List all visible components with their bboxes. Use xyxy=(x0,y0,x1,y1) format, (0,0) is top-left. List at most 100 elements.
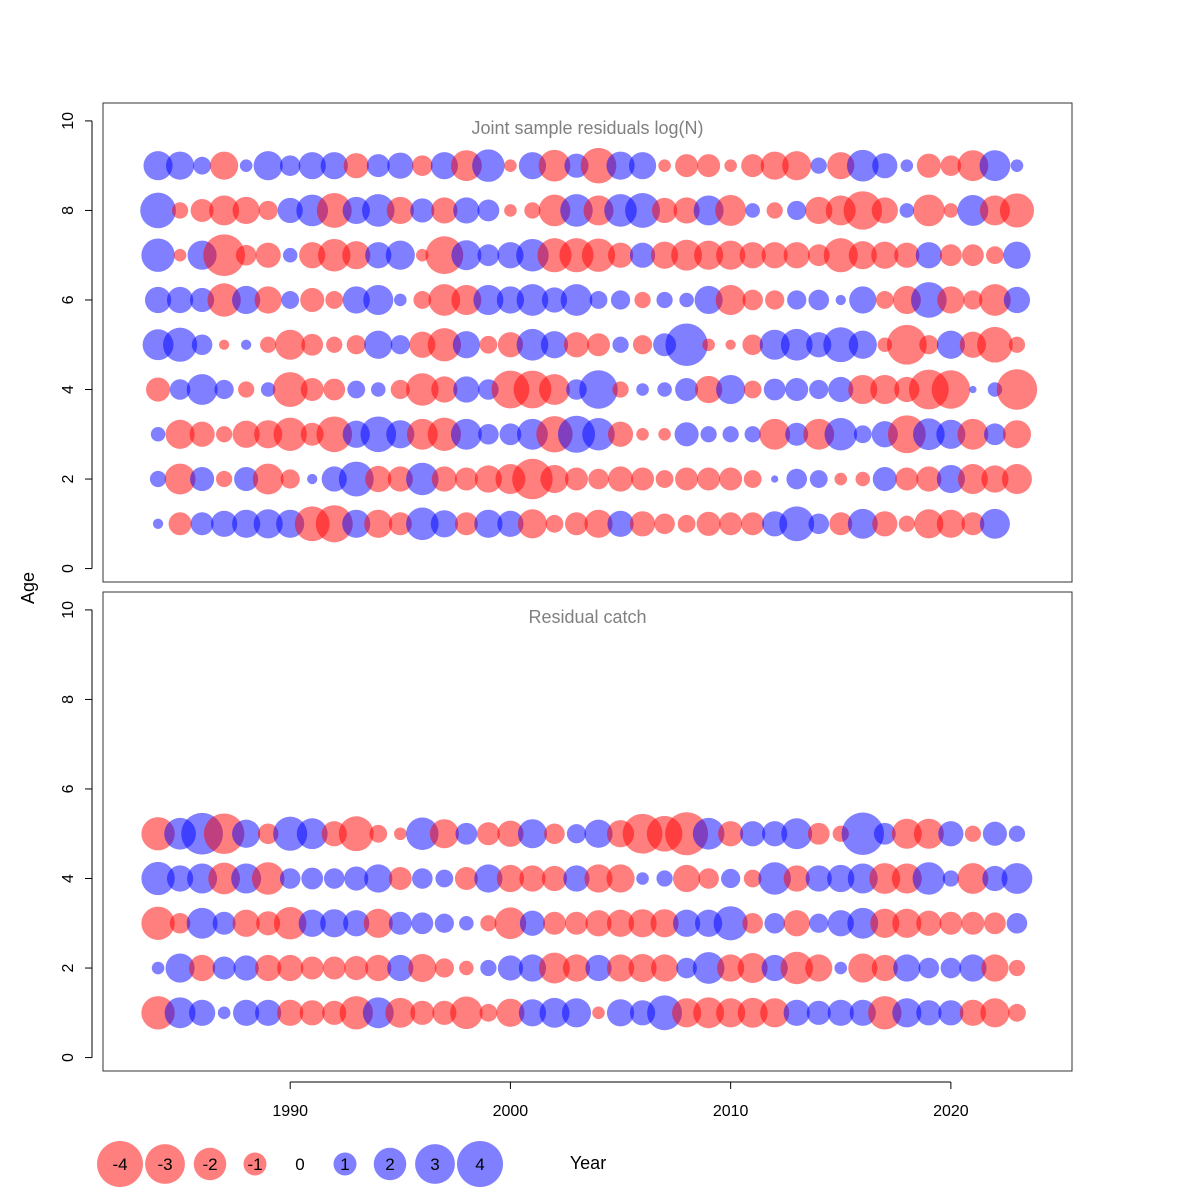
residual-bubble xyxy=(658,427,671,441)
residual-bubble xyxy=(211,510,238,537)
residual-bubble xyxy=(785,422,809,446)
residual-bubble xyxy=(761,954,788,982)
residual-bubble xyxy=(828,376,854,403)
residual-bubble xyxy=(190,466,215,492)
residual-bubble xyxy=(938,821,964,847)
residual-bubble xyxy=(780,328,813,361)
residual-bubble xyxy=(386,196,414,225)
residual-bubble xyxy=(166,286,194,314)
residual-bubble xyxy=(961,911,985,935)
residual-bubble xyxy=(346,335,366,355)
residual-bubble xyxy=(961,244,984,267)
residual-bubble xyxy=(744,426,761,443)
residual-bubble xyxy=(316,416,353,453)
residual-bubble xyxy=(496,286,525,314)
residual-bubble xyxy=(518,954,547,982)
residual-bubble xyxy=(721,868,741,889)
residual-bubble xyxy=(255,999,282,1026)
residual-bubble xyxy=(808,289,830,311)
residual-bubble xyxy=(636,872,649,885)
residual-bubble xyxy=(189,421,215,447)
residual-bubble xyxy=(783,865,810,892)
residual-bubble xyxy=(454,867,478,891)
y-tick-label: 4 xyxy=(60,385,77,394)
residual-bubble xyxy=(581,238,616,272)
residual-bubble xyxy=(743,470,762,488)
residual-bubble xyxy=(872,153,898,179)
residual-bubble xyxy=(1002,420,1032,449)
x-axis-label: Year xyxy=(570,1153,606,1173)
residual-bubble xyxy=(849,999,876,1026)
residual-bubble xyxy=(141,861,175,896)
residual-bubble xyxy=(431,466,457,492)
residual-bubble xyxy=(980,998,1010,1028)
legend-label: 0 xyxy=(295,1155,304,1174)
residual-bubble xyxy=(425,236,464,275)
residual-bubble xyxy=(742,289,763,311)
residual-bubble xyxy=(759,329,790,360)
residual-bubble xyxy=(625,192,660,228)
residual-bubble xyxy=(390,335,410,355)
residual-bubble xyxy=(451,240,482,271)
residual-bubble xyxy=(387,152,414,179)
residual-bubble xyxy=(724,159,737,172)
residual-bubble xyxy=(474,465,503,493)
residual-bubble xyxy=(218,339,230,350)
residual-bubble xyxy=(193,156,212,175)
residual-bubble xyxy=(636,383,649,396)
residual-bubble xyxy=(981,465,1009,493)
residual-bubble xyxy=(606,864,635,893)
residual-bubble xyxy=(977,326,1013,363)
y-tick-label: 8 xyxy=(60,206,77,215)
residual-bubble xyxy=(279,868,301,889)
residual-bubble xyxy=(780,951,813,985)
residual-bubble xyxy=(869,863,901,894)
residual-bubble xyxy=(386,420,415,449)
residual-bubble xyxy=(655,470,674,488)
residual-bubble xyxy=(168,512,192,536)
residual-bubble xyxy=(807,822,830,845)
residual-bubble xyxy=(474,509,503,538)
plot-frame xyxy=(102,591,1073,1072)
residual-bubble xyxy=(141,996,175,1030)
residual-bubble xyxy=(676,957,697,979)
residual-bubble xyxy=(585,910,612,937)
residual-bubble xyxy=(385,997,416,1028)
residual-bubble xyxy=(758,862,791,895)
residual-bubble xyxy=(629,511,656,537)
residual-bubble xyxy=(715,195,747,226)
residual-bubble xyxy=(255,954,282,982)
residual-bubble xyxy=(300,287,325,313)
residual-bubble xyxy=(497,820,524,847)
residual-bubble xyxy=(406,462,439,496)
residual-bubble xyxy=(741,154,765,178)
panel-title: Joint sample residuals log(N) xyxy=(471,118,703,138)
residual-bubble xyxy=(1003,241,1031,269)
residual-bubble xyxy=(298,909,326,937)
residual-bubble xyxy=(231,863,262,894)
legend-label: 4 xyxy=(475,1155,484,1174)
residual-bubble xyxy=(210,151,239,180)
residual-bubble xyxy=(281,291,300,309)
residual-bubble xyxy=(607,466,634,492)
residual-bubble xyxy=(892,908,922,938)
residual-bubble xyxy=(299,1000,325,1026)
residual-bubble xyxy=(675,154,699,178)
legend-label: 3 xyxy=(430,1155,439,1174)
residual-bubble xyxy=(364,864,393,893)
residual-bubble xyxy=(849,286,877,314)
residual-bubble xyxy=(323,868,345,889)
residual-bubble xyxy=(260,382,276,397)
residual-bubble xyxy=(809,470,828,488)
residual-bubble xyxy=(1006,912,1028,934)
residual-bubble xyxy=(829,512,853,536)
residual-bubble xyxy=(208,862,240,895)
residual-bubble xyxy=(343,910,370,937)
residual-bubble xyxy=(539,997,570,1028)
residual-bubble xyxy=(320,152,348,180)
residual-bubble xyxy=(765,290,785,310)
residual-bubble xyxy=(454,512,478,536)
residual-bubble xyxy=(759,418,791,450)
y-tick-label: 6 xyxy=(60,784,77,793)
residual-bubble xyxy=(936,330,965,359)
